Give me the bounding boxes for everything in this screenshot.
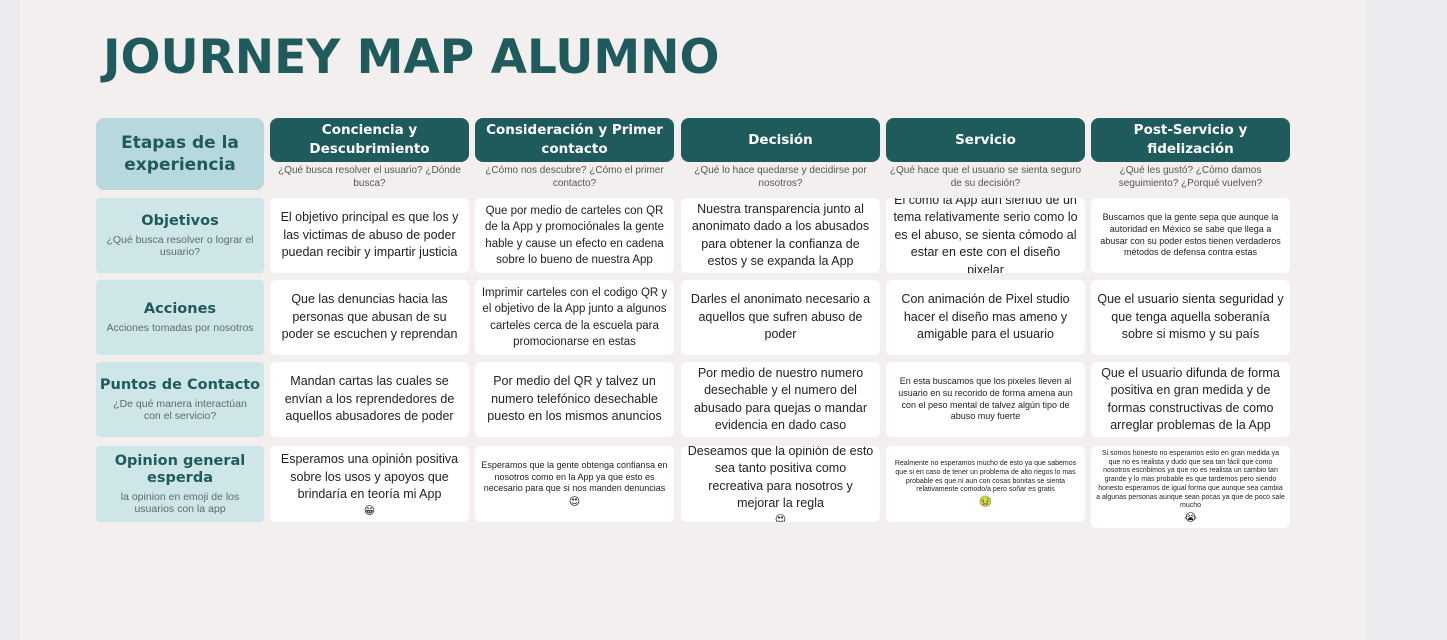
- stage-question: ¿Qué les gustó? ¿Cómo damos seguimiento?…: [1118, 165, 1263, 189]
- stage-question: ¿Qué hace que el usuario se sienta segur…: [889, 165, 1082, 189]
- stage-header-servicio: Servicio: [886, 118, 1085, 162]
- row-subtitle: la opinion en emoji de los usuarios con …: [120, 491, 240, 516]
- journey-cell: Por medio del QR y talvez un numero tele…: [475, 362, 674, 437]
- etapas-header: Etapas de la experiencia: [96, 118, 264, 190]
- cell-text: Realmente no esperamos mucho de esto ya …: [894, 460, 1077, 494]
- journey-cell: Por medio de nuestro numero desechable y…: [681, 362, 880, 437]
- journey-cell: Deseamos que la opinión de esto sea tant…: [681, 446, 880, 522]
- stage-header-consideracion: Consideración y Primer contacto: [475, 118, 674, 162]
- journey-cell: El como la App aun siendo de un tema rel…: [886, 198, 1085, 273]
- row-subtitle: Acciones tomadas por nosotros: [106, 322, 254, 335]
- row-label-opinion-general: Opinion general esperda la opinion en em…: [96, 446, 264, 522]
- cell-text: Esperamos que la gente obtenga confiansa…: [481, 459, 668, 494]
- stage-question: ¿Cómo nos descubre? ¿Cómo el primer cont…: [485, 165, 664, 189]
- page-title: JOURNEY MAP ALUMNO: [103, 30, 720, 85]
- journey-cell: Esperamos que la gente obtenga confiansa…: [475, 446, 674, 522]
- journey-cell: Esperamos una opinión positiva sobre los…: [270, 446, 469, 522]
- nauseated-face-emoji-icon: 🤢: [978, 496, 993, 508]
- journey-cell: El objetivo principal es que los y las v…: [270, 198, 469, 273]
- journey-cell: Que por medio de carteles con QR de la A…: [475, 198, 674, 273]
- journey-cell: Mandan cartas las cuales se envían a los…: [270, 362, 469, 437]
- stage-question: ¿Qué lo hace quedarse y decidirse por no…: [694, 165, 867, 189]
- journey-cell: Realmente no esperamos mucho de esto ya …: [886, 446, 1085, 522]
- row-subtitle: ¿Qué busca resolver o lograr el usuario?: [106, 234, 254, 259]
- stage-header-post-servicio: Post-Servicio y fidelización: [1091, 118, 1290, 162]
- heart-eyes-emoji-icon: 😍: [774, 513, 787, 522]
- cell-text: Deseamos que la opinión de esto sea tant…: [687, 446, 874, 510]
- heart-eyes-emoji-icon: 😍: [568, 496, 581, 509]
- smiling-face-emoji-icon: 😁: [363, 504, 376, 517]
- stage-header-conciencia: Conciencia y Descubrimiento: [270, 118, 469, 162]
- journey-cell: Imprimir carteles con el codigo QR y el …: [475, 280, 674, 355]
- row-label-objetivos: Objetivos ¿Qué busca resolver o lograr e…: [96, 198, 264, 273]
- journey-cell: Si somos honesto no esperamos esto en gr…: [1091, 446, 1290, 528]
- journey-cell: Que el usuario difunda de forma positiva…: [1091, 362, 1290, 437]
- row-title: Puntos de Contacto: [99, 376, 261, 393]
- crying-face-emoji-icon: 😭: [1184, 512, 1197, 525]
- journey-cell: Que el usuario sienta seguridad y que te…: [1091, 280, 1290, 355]
- journey-cell: Con animación de Pixel studio hacer el d…: [886, 280, 1085, 355]
- journey-cell: Que las denuncias hacia las personas que…: [270, 280, 469, 355]
- row-title: Acciones: [143, 300, 217, 317]
- row-label-puntos-de-contacto: Puntos de Contacto ¿De qué manera intera…: [96, 362, 264, 437]
- row-label-acciones: Acciones Acciones tomadas por nosotros: [96, 280, 264, 355]
- row-subtitle: ¿De qué manera interactúan con el servic…: [113, 398, 247, 423]
- journey-cell: Darles el anonimato necesario a aquellos…: [681, 280, 880, 355]
- row-title: Objetivos: [141, 212, 219, 229]
- cell-text: Si somos honesto no esperamos esto en gr…: [1096, 449, 1285, 510]
- journey-cell: Buscamos que la gente sepa que aunque la…: [1091, 198, 1290, 273]
- journey-map-canvas: JOURNEY MAP ALUMNO Etapas de la experien…: [20, 0, 1366, 640]
- row-title: Opinion general esperda: [114, 452, 246, 486]
- journey-cell: En esta buscamos que los pixeles lleven …: [886, 362, 1085, 437]
- journey-cell: Nuestra transparencia junto al anonimato…: [681, 198, 880, 273]
- stage-header-decision: Decisión: [681, 118, 880, 162]
- stage-question: ¿Qué busca resolver el usuario? ¿Dónde b…: [278, 165, 461, 189]
- cell-text: Esperamos una opinión positiva sobre los…: [280, 452, 459, 502]
